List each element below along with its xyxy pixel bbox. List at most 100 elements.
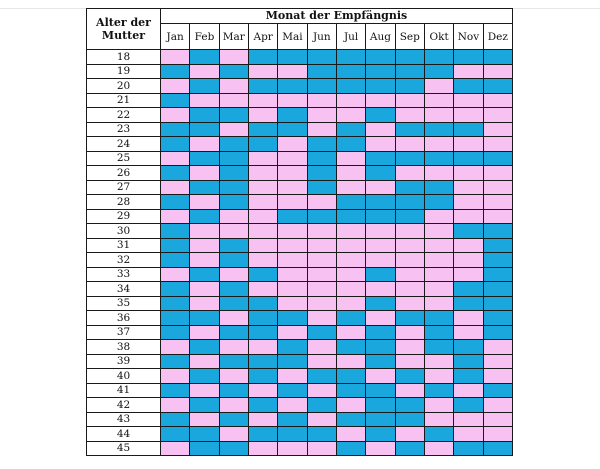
pink-cell	[189, 411, 220, 427]
table-row: 41	[86, 382, 514, 398]
table-row: 30	[86, 223, 514, 239]
blue-cell	[335, 121, 367, 137]
blue-cell	[247, 49, 279, 65]
age-label: 43	[86, 411, 161, 427]
pink-cell	[453, 92, 484, 108]
pink-cell	[159, 339, 191, 355]
age-label: 19	[86, 63, 161, 79]
pink-cell	[247, 281, 279, 297]
pink-cell	[247, 150, 279, 166]
pink-cell	[189, 324, 220, 340]
blue-cell	[306, 208, 337, 224]
blue-cell	[247, 136, 279, 152]
blue-cell	[482, 223, 514, 239]
blue-cell	[218, 295, 249, 311]
pink-cell	[247, 440, 279, 456]
blue-cell	[277, 49, 308, 65]
blue-cell	[277, 382, 308, 398]
table-row: 32	[86, 252, 514, 268]
age-label: 39	[86, 353, 161, 369]
age-label: 40	[86, 368, 161, 384]
blue-cell	[189, 310, 220, 326]
blue-cell	[394, 150, 425, 166]
blue-cell	[306, 165, 337, 181]
pink-cell	[189, 252, 220, 268]
blue-cell	[159, 165, 191, 181]
blue-cell	[306, 63, 337, 79]
table-row: 45	[86, 440, 514, 456]
pink-cell	[365, 252, 396, 268]
pink-cell	[482, 63, 514, 79]
pink-cell	[423, 208, 455, 224]
pink-cell	[159, 266, 191, 282]
month-header-sep: Sep	[394, 23, 425, 50]
blue-cell	[189, 426, 220, 442]
pink-cell	[453, 179, 484, 195]
pink-cell	[277, 179, 308, 195]
blue-cell	[365, 324, 396, 340]
pink-cell	[247, 237, 279, 253]
blue-cell	[159, 92, 191, 108]
pink-cell	[365, 440, 396, 456]
blue-cell	[189, 107, 220, 123]
pink-cell	[482, 208, 514, 224]
blue-cell	[218, 382, 249, 398]
pink-cell	[306, 295, 337, 311]
blue-cell	[453, 353, 484, 369]
blue-cell	[482, 281, 514, 297]
pink-cell	[453, 426, 484, 442]
age-label: 21	[86, 92, 161, 108]
blue-cell	[335, 49, 367, 65]
pink-cell	[482, 426, 514, 442]
pink-cell	[277, 397, 308, 413]
blue-cell	[365, 107, 396, 123]
age-label: 30	[86, 223, 161, 239]
pink-cell	[247, 92, 279, 108]
blue-cell	[159, 281, 191, 297]
blue-cell	[159, 136, 191, 152]
pink-cell	[247, 411, 279, 427]
blue-cell	[482, 49, 514, 65]
blue-cell	[335, 208, 367, 224]
pink-cell	[306, 440, 337, 456]
blue-cell	[335, 63, 367, 79]
age-label: 28	[86, 194, 161, 210]
blue-cell	[159, 252, 191, 268]
blue-cell	[335, 194, 367, 210]
table-row: 23	[86, 121, 514, 137]
pink-cell	[335, 179, 367, 195]
month-header-dez: Dez	[482, 23, 514, 50]
blue-cell	[277, 426, 308, 442]
blue-cell	[394, 397, 425, 413]
pink-cell	[365, 281, 396, 297]
blue-cell	[394, 208, 425, 224]
blue-cell	[159, 223, 191, 239]
pink-cell	[394, 382, 425, 398]
pink-cell	[277, 252, 308, 268]
pink-cell	[218, 368, 249, 384]
pink-cell	[306, 281, 337, 297]
pink-cell	[218, 78, 249, 94]
pink-cell	[159, 397, 191, 413]
blue-cell	[365, 49, 396, 65]
blue-cell	[189, 208, 220, 224]
blue-cell	[247, 324, 279, 340]
age-label: 34	[86, 281, 161, 297]
pink-cell	[218, 310, 249, 326]
pink-cell	[482, 353, 514, 369]
pink-cell	[277, 237, 308, 253]
blue-cell	[423, 63, 455, 79]
blue-cell	[482, 150, 514, 166]
blue-cell	[394, 179, 425, 195]
table-row: 24	[86, 136, 514, 152]
blue-cell	[482, 237, 514, 253]
pink-cell	[482, 136, 514, 152]
pink-cell	[394, 324, 425, 340]
pink-cell	[277, 136, 308, 152]
table-row: 20	[86, 78, 514, 94]
blue-cell	[423, 426, 455, 442]
table-row: 29	[86, 208, 514, 224]
table-row: 43	[86, 411, 514, 427]
pink-cell	[159, 368, 191, 384]
blue-cell	[277, 339, 308, 355]
